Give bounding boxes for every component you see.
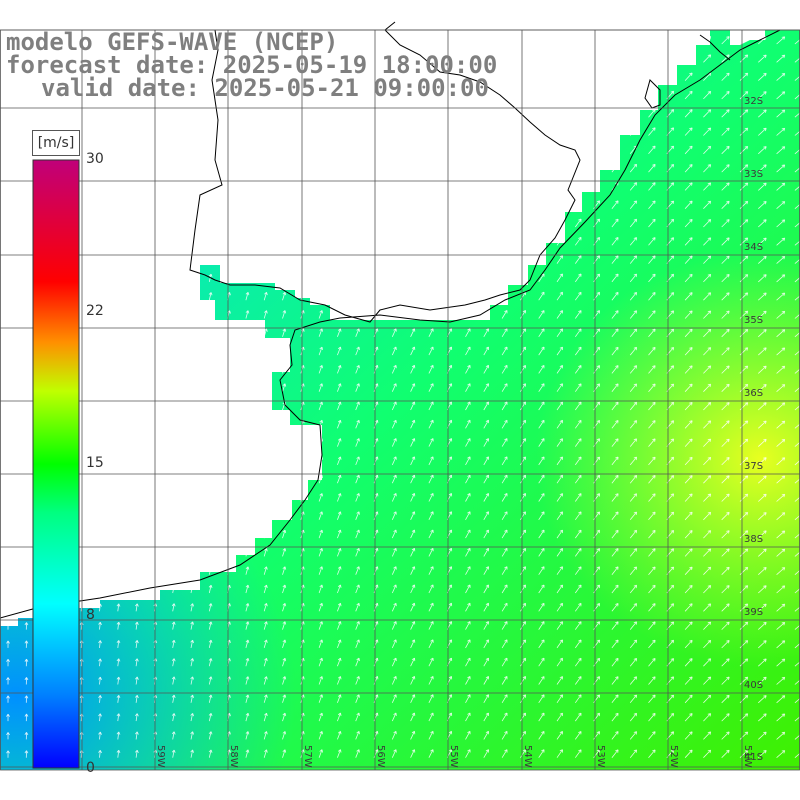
lon-label: 56W [375, 745, 386, 768]
colorbar [32, 159, 80, 769]
lon-label: 55W [448, 745, 459, 768]
land-mass-west [0, 230, 322, 626]
colorbar-tick-label: 22 [86, 303, 104, 319]
lon-label: 53W [595, 745, 606, 768]
title-valid-date: valid date: 2025-05-21 09:00:00 [41, 74, 489, 102]
lat-label: 32S [744, 96, 763, 107]
lon-label: 54W [522, 745, 533, 768]
lat-label: 37S [744, 461, 763, 472]
lon-label: 51W [742, 745, 753, 768]
lat-label: 41S [744, 752, 763, 763]
lat-label: 33S [744, 169, 763, 180]
colorbar-tick-label: 15 [86, 455, 104, 471]
lon-label: 59W [155, 745, 166, 768]
coastline [0, 21, 781, 619]
title-forecast-date: forecast date: 2025-05-19 18:00:00 [6, 51, 498, 79]
colorbar-tick-label: 8 [86, 607, 95, 623]
lat-label: 38S [744, 534, 763, 545]
latitude-labels: 32S 33S 34S 35S 36S 37S 38S 39S 40S 41S [744, 96, 763, 763]
colorbar-unit: [m/s] [32, 130, 80, 156]
lon-label: 57W [302, 745, 313, 768]
colorbar-tick-label: 0 [86, 760, 95, 776]
land-mass-ne [730, 30, 765, 45]
title-model: modelo GEFS-WAVE (NCEP) [6, 28, 339, 56]
lat-label: 36S [744, 388, 763, 399]
lat-label: 35S [744, 315, 763, 326]
colorbar-tick-label: 30 [86, 151, 104, 167]
longitude-labels: 59W 58W 57W 56W 55W 54W 53W 52W 51W [155, 745, 753, 768]
lat-label: 40S [744, 680, 763, 691]
lat-label: 39S [744, 607, 763, 618]
lon-label: 52W [668, 745, 679, 768]
lon-label: 58W [228, 745, 239, 768]
land-mass [0, 30, 710, 320]
lat-label: 34S [744, 242, 763, 253]
